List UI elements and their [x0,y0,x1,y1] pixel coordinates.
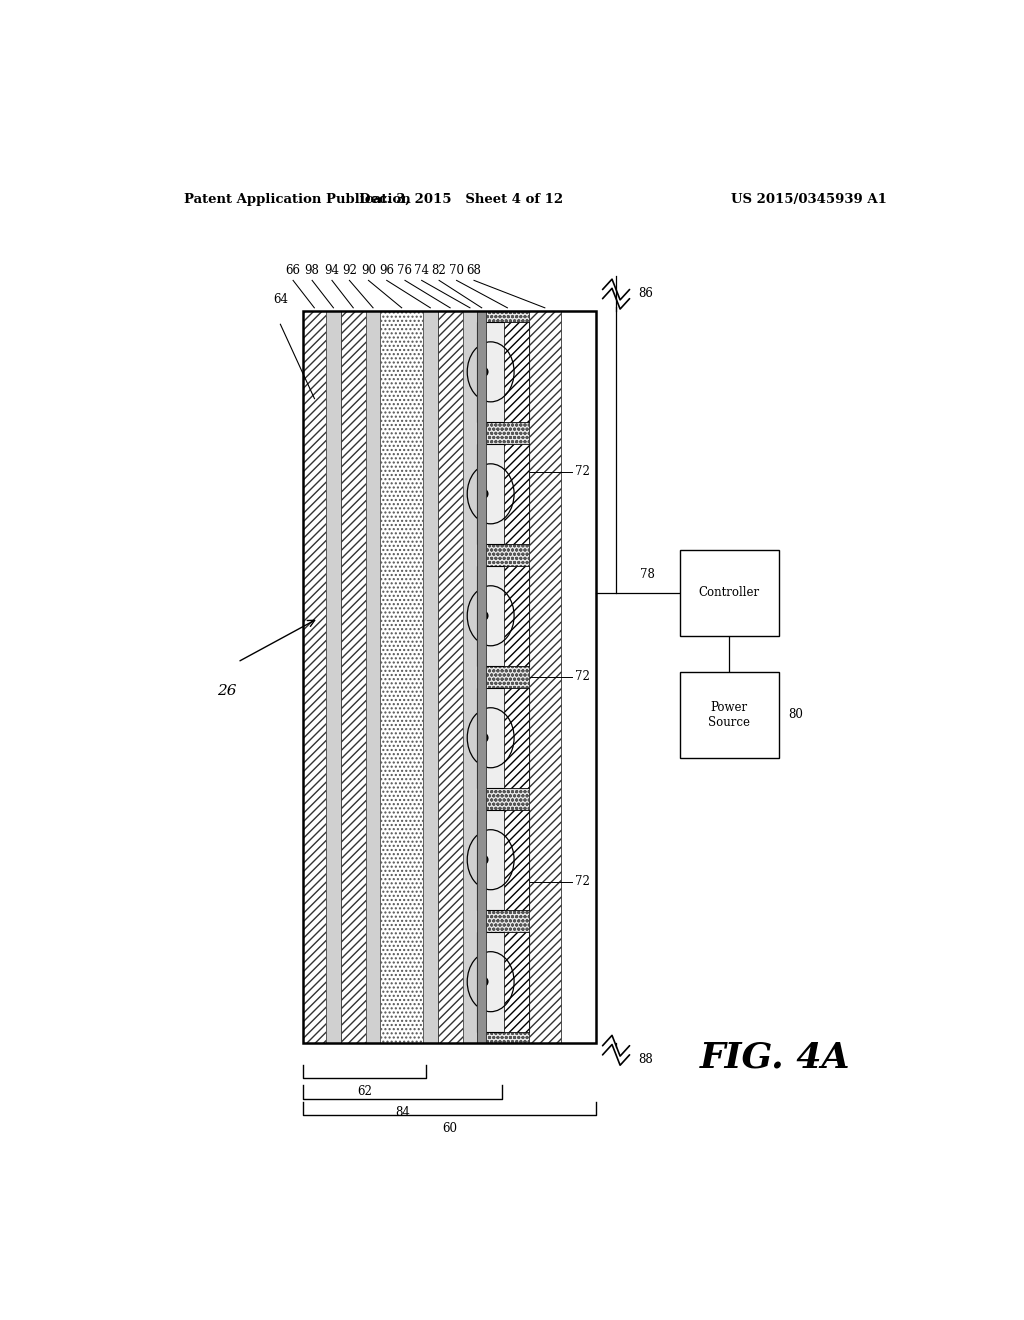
Bar [380,312,423,1043]
Bar [477,809,528,909]
Bar [463,312,477,1043]
Text: 86: 86 [638,286,653,300]
Text: 66: 66 [286,264,301,277]
Text: 68: 68 [467,264,481,277]
Bar [477,566,528,665]
Text: 98: 98 [305,264,319,277]
Bar [504,322,528,422]
Bar [303,312,596,1043]
Bar [477,932,528,1032]
Text: 72: 72 [574,671,590,684]
Text: 90: 90 [361,264,376,277]
Text: 62: 62 [356,1085,372,1098]
Text: 72: 72 [574,875,590,888]
Circle shape [481,855,487,863]
Circle shape [481,612,487,619]
Bar [477,312,486,1043]
Bar [504,688,528,788]
Bar [486,312,528,1043]
Text: 88: 88 [638,1053,653,1067]
Circle shape [481,490,487,498]
Bar [680,549,779,636]
Text: 82: 82 [432,264,446,277]
Bar [504,444,528,544]
Bar [303,312,326,1043]
Text: Patent Application Publication: Patent Application Publication [183,193,411,206]
Text: 76: 76 [397,264,413,277]
Bar [477,312,486,1043]
Circle shape [481,734,487,742]
Bar [528,312,561,1043]
Text: 80: 80 [788,709,803,721]
Bar [326,312,341,1043]
Bar [504,809,528,909]
Text: 96: 96 [379,264,394,277]
Text: Controller: Controller [698,586,760,599]
Circle shape [481,978,487,986]
Bar [680,672,779,758]
Circle shape [481,368,487,376]
Bar [437,312,463,1043]
Text: 60: 60 [442,1122,457,1135]
Text: FIG. 4A: FIG. 4A [699,1041,850,1074]
Text: 78: 78 [640,568,655,581]
Bar [366,312,380,1043]
Text: 70: 70 [450,264,464,277]
Text: 64: 64 [272,293,288,306]
Bar [341,312,366,1043]
Bar [477,444,528,544]
Bar [423,312,437,1043]
Text: 74: 74 [414,264,429,277]
Text: Dec. 3, 2015   Sheet 4 of 12: Dec. 3, 2015 Sheet 4 of 12 [359,193,563,206]
Bar [477,322,528,422]
Text: 92: 92 [342,264,356,277]
Text: US 2015/0345939 A1: US 2015/0345939 A1 [731,193,887,206]
Text: 26: 26 [217,684,237,698]
Text: 94: 94 [325,264,339,277]
Text: 84: 84 [395,1106,410,1118]
Text: 72: 72 [574,466,590,478]
Bar [504,932,528,1032]
Text: Power
Source: Power Source [709,701,751,729]
Bar [477,688,528,788]
Bar [504,566,528,665]
Bar [303,312,596,1043]
